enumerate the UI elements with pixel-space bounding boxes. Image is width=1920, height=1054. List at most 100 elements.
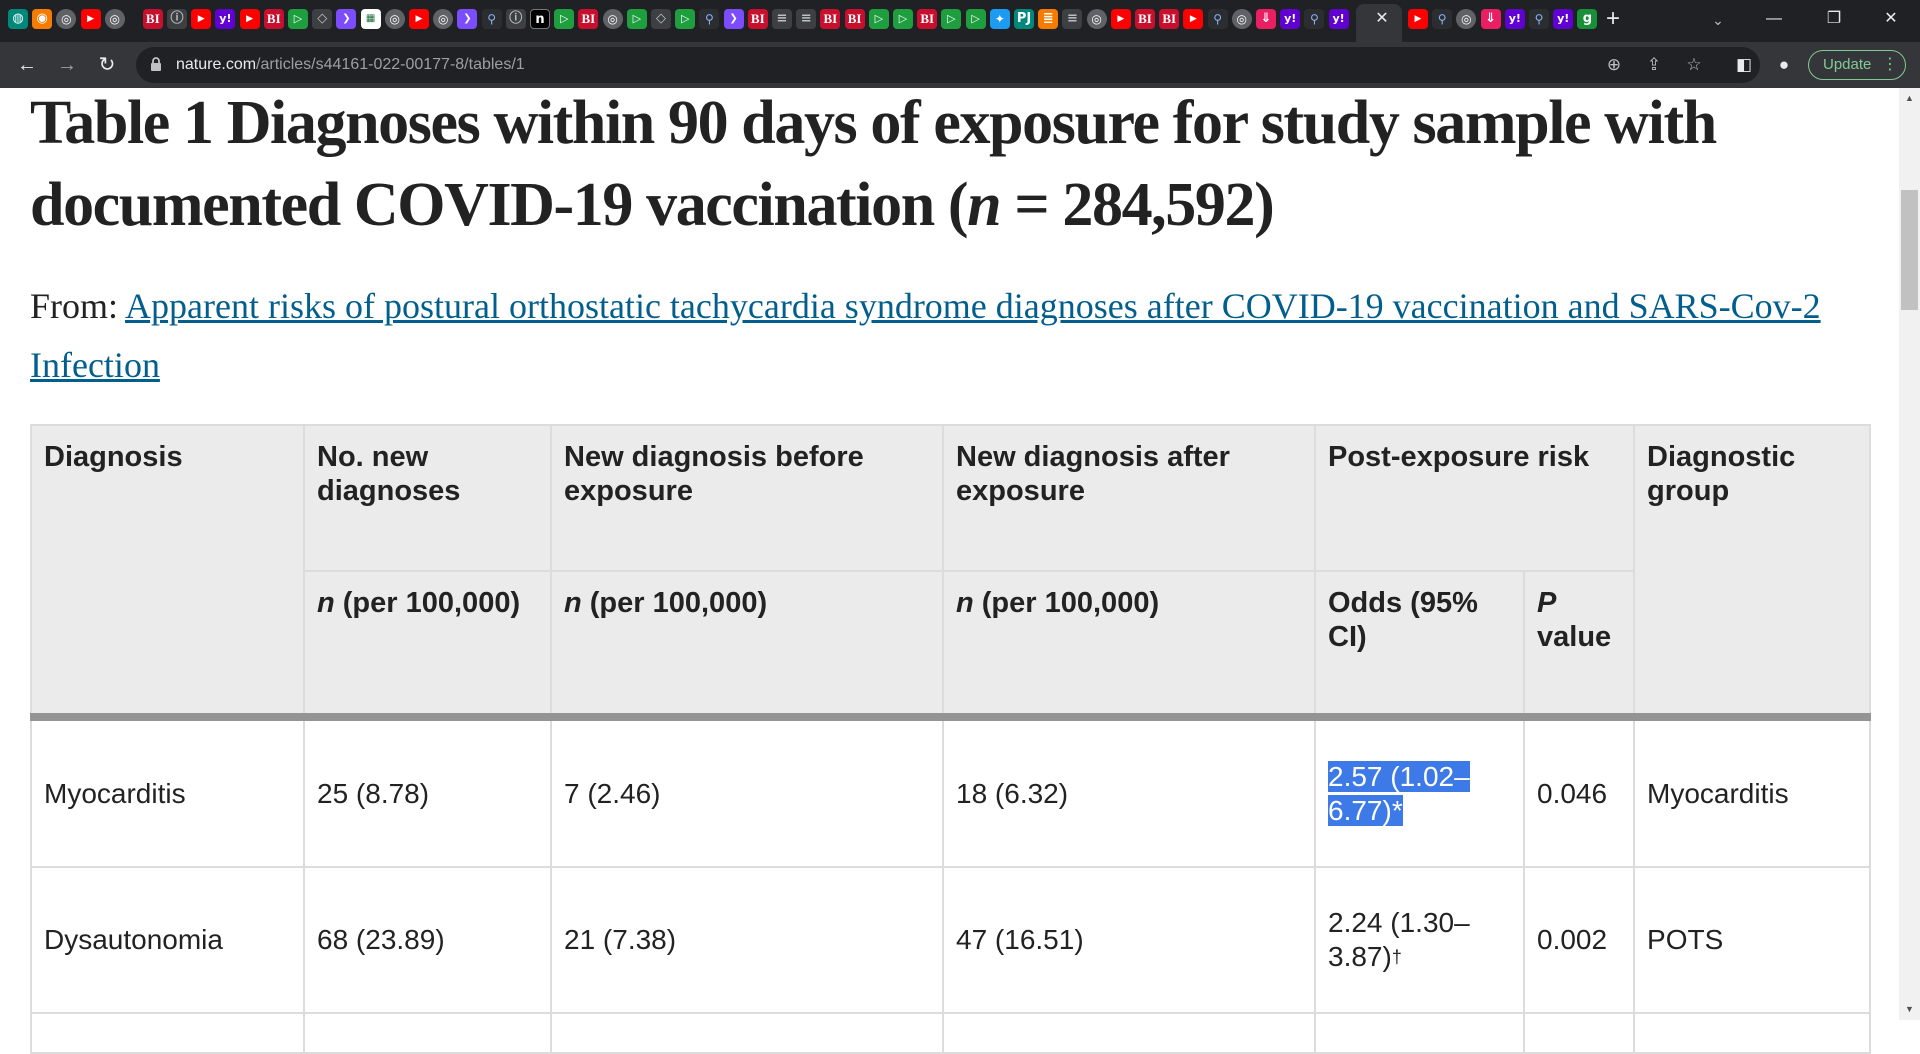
chrome-tab-icon[interactable]: ◎ (1456, 9, 1477, 29)
document-tab-icon[interactable]: ≡ (1062, 9, 1083, 29)
search-tab-icon[interactable]: ⚲ (1304, 9, 1325, 29)
green-info-tab-icon[interactable]: ⓘ (505, 9, 526, 29)
address-bar[interactable] (136, 47, 1760, 83)
play-tab-icon[interactable]: ▷ (554, 9, 575, 29)
youtube-tab-icon[interactable]: ▶ (191, 9, 212, 29)
close-window-button[interactable]: ✕ (1884, 10, 1898, 27)
cell-p: 0.046 (1522, 713, 1636, 868)
business-insider-tab-icon[interactable]: BI (578, 9, 599, 29)
grammarly-tab-icon[interactable]: g (1577, 9, 1598, 29)
cell-diagnosis: Myocarditis (30, 713, 305, 868)
green-info-tab-icon[interactable]: ⓘ (167, 9, 187, 29)
menu-dots-icon[interactable]: ⋮ (1882, 56, 1898, 73)
scroll-down-arrow-icon[interactable]: ▼ (1905, 1004, 1914, 1014)
business-insider-tab-icon[interactable]: BI (917, 9, 938, 29)
play-tab-icon[interactable]: ▷ (965, 9, 986, 29)
url-text[interactable]: nature.com/articles/s44161-022-00177-8/t… (176, 55, 525, 75)
close-tab-icon[interactable]: ✕ (1375, 10, 1389, 27)
business-insider-tab-icon[interactable]: BI (263, 9, 284, 29)
profile-icon[interactable]: ● (1778, 55, 1790, 74)
youtube-tab-icon[interactable]: ▶ (1110, 9, 1131, 29)
tab-search-chevron-icon[interactable]: ⌄ (1712, 12, 1724, 28)
new-tab-button[interactable]: + (1605, 5, 1620, 32)
yahoo-tab-icon[interactable]: y! (215, 9, 236, 29)
cell-odds: 2.57 (1.02–6.77)* (1314, 713, 1525, 868)
shield-tab-icon[interactable]: ◇ (312, 9, 333, 29)
search-tab-icon[interactable]: ⚲ (1207, 9, 1228, 29)
scrollbar-thumb[interactable] (1901, 190, 1918, 310)
business-insider-tab-icon[interactable]: BI (142, 9, 163, 29)
chrome-tab-icon[interactable]: ◎ (602, 9, 623, 29)
search-tab-icon[interactable]: ⚲ (1432, 9, 1453, 29)
chrome-tab-icon[interactable]: ◎ (56, 9, 77, 29)
bookmark-star-icon[interactable]: ☆ (1686, 55, 1702, 74)
scroll-up-arrow-icon[interactable]: ▲ (1905, 93, 1914, 103)
search-tab-icon[interactable]: ⚲ (699, 9, 720, 29)
chrome-tab-icon[interactable]: ◎ (104, 9, 125, 29)
arrow-tab-icon[interactable]: ❯ (336, 9, 357, 29)
bookmark-tab-icon[interactable]: ≣ (1038, 9, 1059, 29)
play-tab-icon[interactable]: ▷ (626, 9, 647, 29)
youtube-tab-icon[interactable]: ▶ (409, 9, 429, 29)
yahoo-tab-icon[interactable]: y! (1504, 9, 1525, 29)
from-label: From: (30, 286, 126, 326)
search-tab-icon[interactable]: ⚲ (1529, 9, 1549, 29)
notion-tab-icon[interactable]: n (530, 9, 550, 29)
yahoo-tab-icon[interactable]: y! (1553, 9, 1574, 29)
business-insider-tab-icon[interactable]: BI (1159, 9, 1180, 29)
page-title: Table 1 Diagnoses within 90 days of expo… (30, 82, 1890, 246)
table-row: Dysautonomia 68 (23.89) 21 (7.38) 47 (16… (30, 866, 1872, 1014)
subheader-before-n: n (per 100,000) (550, 570, 944, 718)
youtube-tab-icon[interactable]: ▶ (80, 9, 101, 29)
spreadsheet-tab-icon[interactable]: ▦ (360, 9, 381, 29)
side-panel-icon[interactable]: ◧ (1735, 55, 1753, 74)
chrome-tab-icon[interactable]: ◎ (433, 9, 454, 29)
title-n: n (967, 171, 1001, 239)
basketball-tab-icon[interactable]: ◉ (32, 9, 53, 29)
download-tab-icon[interactable]: ⇓ (1256, 9, 1276, 29)
play-tab-icon[interactable]: ▷ (868, 9, 889, 29)
youtube-tab-icon[interactable]: ▶ (1408, 9, 1428, 29)
reload-icon[interactable]: ↻ (98, 54, 116, 76)
business-insider-tab-icon[interactable]: BI (747, 9, 768, 29)
source-article-link[interactable]: Apparent risks of postural orthostatic t… (30, 286, 1821, 385)
minimize-button[interactable]: — (1766, 10, 1782, 27)
play-tab-icon[interactable]: ▷ (893, 9, 913, 29)
download-tab-icon[interactable]: ⇓ (1480, 9, 1501, 29)
scrollbar-track[interactable] (1899, 88, 1920, 1020)
shield-tab-icon[interactable]: ◇ (651, 9, 671, 29)
yahoo-tab-icon[interactable]: y! (1280, 9, 1301, 29)
business-insider-tab-icon[interactable]: BI (820, 9, 841, 29)
cell-odds: 2.24 (1.30–3.87)† (1314, 866, 1525, 1014)
arrow-tab-icon[interactable]: ❯ (723, 9, 744, 29)
youtube-tab-icon[interactable]: ▶ (239, 9, 260, 29)
arrow-tab-icon[interactable]: ❯ (457, 9, 478, 29)
play-tab-icon[interactable]: ▷ (288, 9, 308, 29)
business-insider-tab-icon[interactable]: BI (1135, 9, 1155, 29)
youtube-tab-icon[interactable]: ▶ (1183, 9, 1204, 29)
play-tab-icon[interactable]: ▷ (675, 9, 696, 29)
chrome-tab-icon[interactable]: ◎ (1086, 9, 1107, 29)
chrome-tab-icon[interactable]: ◎ (384, 9, 405, 29)
document-tab-icon[interactable]: ≡ (796, 9, 817, 29)
title-text: Table 1 Diagnoses within 90 days of expo… (30, 89, 1717, 239)
play-tab-icon[interactable]: ▷ (941, 9, 962, 29)
business-insider-tab-icon[interactable]: BI (844, 9, 865, 29)
lock-icon[interactable] (150, 56, 162, 74)
document-tab-icon[interactable]: ≡ (772, 9, 792, 29)
chrome-tab-icon[interactable]: ◎ (1231, 9, 1252, 29)
update-button[interactable]: Update (1808, 50, 1906, 80)
back-arrow-icon[interactable]: ← (17, 54, 37, 76)
maximize-button[interactable]: ❐ (1826, 10, 1842, 27)
globe-tab-icon[interactable]: ◍ (8, 9, 28, 29)
zoom-icon[interactable]: ⊕ (1606, 55, 1622, 74)
forward-arrow-icon[interactable]: → (57, 54, 77, 76)
share-icon[interactable]: ⇪ (1646, 55, 1662, 74)
subheader-odds: Odds (95% CI) (1314, 570, 1525, 718)
yahoo-tab-icon[interactable]: y! (1328, 9, 1349, 29)
pycharm-tab-icon[interactable]: PJ (1014, 9, 1034, 29)
cell-diagnosis: Dysautonomia (30, 866, 305, 1014)
search-tab-icon[interactable]: ⚲ (481, 9, 502, 29)
active-tab[interactable] (1356, 4, 1402, 42)
twitter-tab-icon[interactable]: ✦ (989, 9, 1010, 29)
